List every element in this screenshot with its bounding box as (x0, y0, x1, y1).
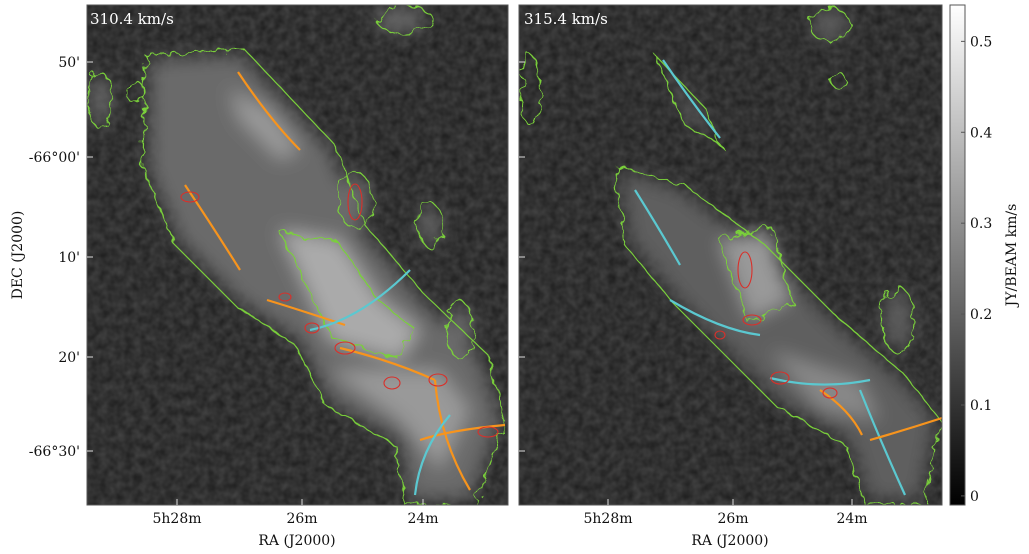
x-axis-label: RA (J2000) (691, 533, 768, 549)
frame (86, 4, 509, 506)
x-tick-label: 24m (836, 511, 867, 527)
colorbar-tick-label: 0.4 (970, 125, 992, 141)
y-tick-label: -66°00' (29, 150, 80, 166)
colorbar-tick-label: 0 (970, 489, 979, 505)
x-tick-label: 26m (286, 511, 317, 527)
panel-label: 310.4 km/s (90, 10, 174, 28)
colorbar-label: JY/BEAM km/s (1004, 204, 1020, 309)
colorbar-tick-label: 0.3 (970, 216, 992, 232)
y-tick-label: 10' (58, 250, 80, 266)
colorbar-tick-label: 0.2 (970, 307, 992, 323)
y-tick-label: -66°30' (29, 444, 80, 460)
y-tick-label: 20' (58, 350, 80, 366)
x-axis-label: RA (J2000) (258, 533, 335, 549)
colorbar (949, 4, 966, 506)
colorbar-tick-label: 0.1 (970, 398, 992, 414)
x-tick-label: 5h28m (583, 511, 632, 527)
frame (518, 4, 943, 506)
y-axis-label: DEC (J2000) (10, 211, 26, 300)
panel-label: 315.4 km/s (524, 10, 608, 28)
x-tick-label: 24m (407, 511, 438, 527)
y-tick-label: 50' (58, 55, 80, 71)
x-tick-label: 5h28m (152, 511, 201, 527)
image-left (87, 5, 508, 505)
colorbar-tick-label: 0.5 (970, 34, 992, 50)
image-right (519, 5, 942, 505)
x-tick-label: 26m (717, 511, 748, 527)
